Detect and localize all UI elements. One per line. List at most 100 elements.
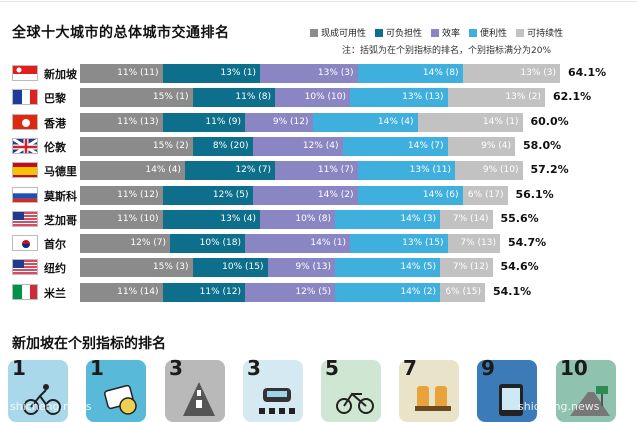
city-label: 新加坡: [44, 68, 77, 81]
bar-segment: 14% (1): [245, 234, 350, 254]
bar-segment: 13% (3): [462, 64, 560, 83]
bar-segment: 14% (3): [335, 209, 440, 229]
bar-segment: 14% (4): [80, 161, 185, 181]
bar-segment: 14% (7): [342, 136, 448, 156]
rank-tile-efficiency: 3: [165, 356, 225, 422]
bar-segment: 10% (15): [192, 258, 268, 278]
bar-segment: 15% (1): [80, 88, 193, 108]
bar-segment: 9% (13): [267, 258, 335, 278]
legend-label: 现成可用性: [321, 29, 367, 39]
rank-tile-availability: 1: [8, 356, 68, 422]
total-label: 56.1%: [515, 187, 554, 201]
city-label: 伦敦: [44, 140, 66, 154]
bar-segment: 15% (2): [80, 136, 193, 156]
total-label: 62.1%: [553, 90, 592, 104]
bar-segment: 14% (5): [335, 258, 440, 278]
total-label: 54.1%: [493, 284, 532, 298]
legend: 现成可用性 可负担性 效率 便利性 可持续性: [310, 26, 563, 39]
section-subtitle: 新加坡在个别指标的排名: [12, 336, 166, 352]
bar-segment: 14% (2): [252, 185, 358, 205]
bar-segment: 10% (10): [275, 88, 350, 108]
rank-tile-road-sign: 10: [556, 356, 616, 422]
rank-tile-bike: 5: [321, 356, 381, 422]
total-label: 57.2%: [530, 163, 569, 177]
bar-segment: 11% (10): [80, 209, 163, 229]
flag-icon: [12, 210, 38, 227]
passenger-seat-icon: [415, 386, 451, 411]
bar-segment: 13% (2): [447, 88, 545, 108]
legend-swatch: [516, 28, 525, 37]
bar-segment: 13% (3): [260, 64, 358, 83]
rank-number: 10: [560, 356, 588, 380]
city-label: 首尔: [44, 238, 66, 252]
bar-segment: 14% (6): [357, 185, 463, 205]
rank-number: 9: [481, 356, 495, 380]
chart-title: 全球十大城市的总体城市交通排名: [12, 25, 230, 41]
legend-item-efficiency: 效率: [431, 26, 460, 39]
legend-label: 便利性: [480, 29, 508, 39]
bar-segment: 11% (8): [192, 88, 275, 108]
flag-icon: [12, 162, 38, 179]
watermark-right: shicheng.news: [518, 400, 600, 413]
bar-segment: 12% (5): [162, 185, 253, 205]
bar-segment: 11% (12): [80, 185, 163, 205]
city-label: 香港: [44, 116, 66, 130]
rank-number: 3: [169, 356, 183, 380]
bar-segment: 11% (9): [162, 112, 245, 132]
bar-segment: 13% (15): [350, 234, 448, 254]
crossing-car-icon: [259, 388, 295, 414]
legend-swatch: [431, 28, 440, 37]
bar-segment: 9% (4): [447, 136, 515, 156]
flag-icon: [12, 235, 38, 252]
bar-segment: 14% (8): [357, 64, 463, 83]
bar-segment: 12% (5): [245, 282, 335, 302]
bar-segment: 12% (4): [252, 136, 343, 156]
flag-icon: [12, 89, 38, 106]
legend-label: 可负担性: [386, 29, 423, 39]
bar-segment: 11% (13): [80, 112, 163, 132]
bar-segment: 14% (2): [335, 282, 440, 302]
city-label: 米兰: [44, 286, 66, 300]
flag-icon: [12, 186, 38, 203]
rank-tile-seats: 7: [399, 356, 459, 422]
bar-segment: 11% (12): [162, 282, 245, 302]
legend-label: 可持续性: [527, 29, 564, 39]
legend-swatch: [469, 28, 478, 37]
bar-segment: 10% (8): [260, 209, 335, 229]
road-car-icon: [183, 382, 215, 416]
city-label: 马德里: [44, 165, 77, 179]
total-label: 55.6%: [500, 211, 539, 225]
top-divider: [0, 1, 637, 2]
cyclist-icon: [23, 384, 61, 415]
bar-segment: 13% (1): [162, 64, 260, 83]
bar-segment: 6% (17): [462, 185, 508, 205]
bicycle-icon: [336, 392, 374, 414]
city-label: 莫斯科: [44, 189, 77, 203]
bar-segment: 10% (18): [170, 234, 245, 254]
flag-icon: [12, 137, 38, 154]
smartphone-icon: [499, 384, 523, 416]
bar-segment: 11% (14): [80, 282, 163, 302]
bar-segment: 7% (12): [440, 258, 493, 278]
total-label: 64.1%: [568, 66, 607, 79]
legend-item-sustainability: 可持续性: [516, 26, 563, 39]
legend-item-availability: 现成可用性: [310, 26, 366, 39]
bar-segment: 11% (7): [275, 161, 358, 181]
watermark-left: shicheng.news: [10, 400, 92, 413]
legend-item-affordability: 可负担性: [375, 26, 422, 39]
highway-sign-icon: [570, 386, 610, 416]
city-label: 芝加哥: [44, 213, 77, 227]
bar-segment: 9% (12): [245, 112, 313, 132]
bar-segment: 14% (4): [312, 112, 418, 132]
total-label: 60.0%: [530, 114, 569, 128]
rank-number: 7: [403, 356, 417, 380]
rank-tile-convenience: 3: [243, 356, 303, 422]
rank-number: 3: [247, 356, 261, 380]
rank-number: 1: [12, 356, 26, 380]
total-label: 54.6%: [500, 260, 539, 274]
total-label: 58.0%: [523, 138, 562, 152]
legend-item-convenience: 便利性: [469, 26, 507, 39]
city-label: 纽约: [44, 262, 66, 276]
city-label: 巴黎: [44, 92, 66, 106]
